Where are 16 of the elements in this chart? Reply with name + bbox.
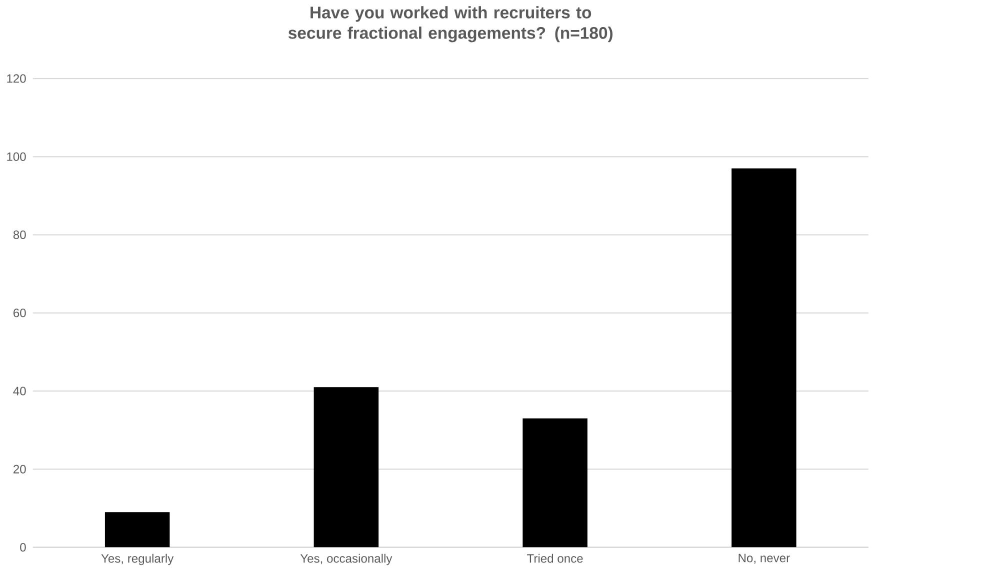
- bar: [522, 418, 588, 548]
- y-tick-label: 20: [14, 465, 26, 474]
- x-tick-label: Tried once: [527, 554, 583, 563]
- y-tick-label: 60: [14, 308, 26, 318]
- y-tick-label: 80: [13, 230, 26, 240]
- y-tick-label: 40: [13, 386, 26, 396]
- bar: [314, 387, 379, 548]
- x-tick-label: Yes, regularly: [101, 554, 174, 566]
- x-tick-label: Yes, occasionally: [300, 554, 392, 566]
- y-tick-label: 120: [7, 74, 26, 83]
- y-tick-label: 100: [7, 152, 26, 162]
- chart-title: Have you worked with recruiters to secure fractional engagements? (n=180): [288, 6, 613, 42]
- bar: [732, 168, 796, 548]
- x-tick-label: No, never: [738, 554, 790, 564]
- y-tick-label: 0: [20, 543, 26, 552]
- bar: [104, 512, 170, 548]
